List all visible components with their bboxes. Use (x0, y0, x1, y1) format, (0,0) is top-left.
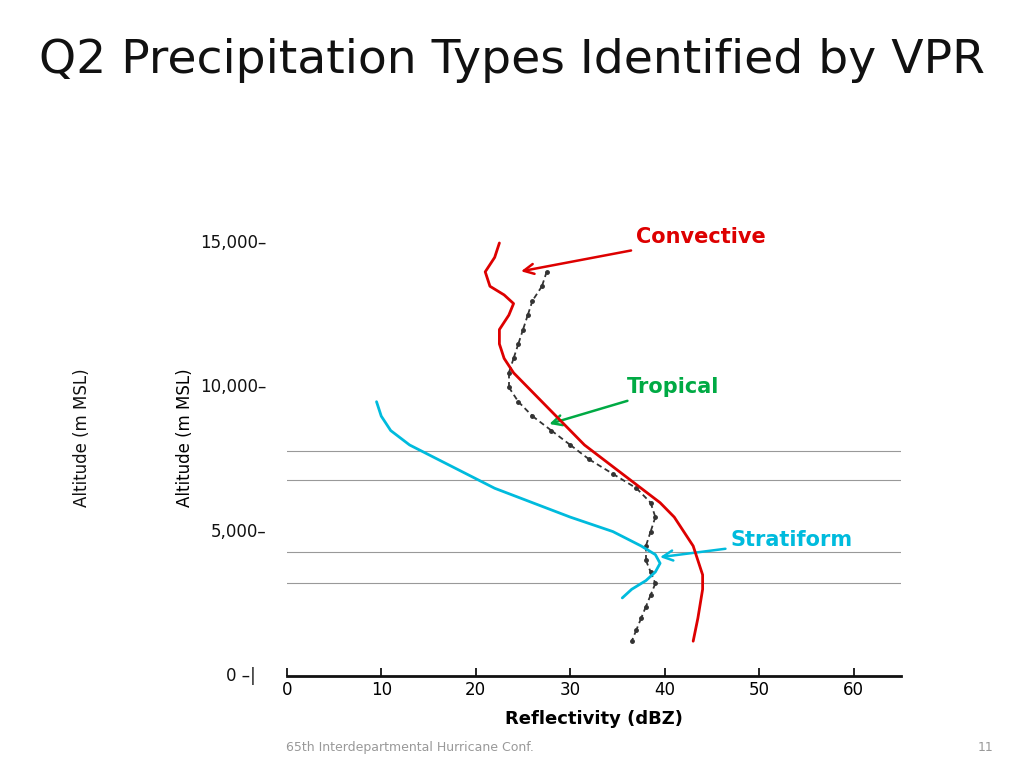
Text: 65th Interdepartmental Hurricane Conf.: 65th Interdepartmental Hurricane Conf. (286, 741, 534, 754)
Text: Tropical: Tropical (552, 377, 720, 425)
Text: Q2 Precipitation Types Identified by VPR: Q2 Precipitation Types Identified by VPR (39, 38, 985, 84)
Text: 11: 11 (978, 741, 993, 754)
Text: Altitude (m MSL): Altitude (m MSL) (73, 369, 91, 507)
Text: 10,000–: 10,000– (200, 379, 266, 396)
Text: 0 –|: 0 –| (226, 667, 256, 685)
Text: 15,000–: 15,000– (200, 234, 266, 252)
Y-axis label: Altitude (m MSL): Altitude (m MSL) (176, 369, 194, 507)
Text: Convective: Convective (524, 227, 766, 274)
Text: 5,000–: 5,000– (211, 522, 266, 541)
Text: Stratiform: Stratiform (663, 530, 853, 561)
X-axis label: Reflectivity (dBZ): Reflectivity (dBZ) (505, 710, 683, 728)
